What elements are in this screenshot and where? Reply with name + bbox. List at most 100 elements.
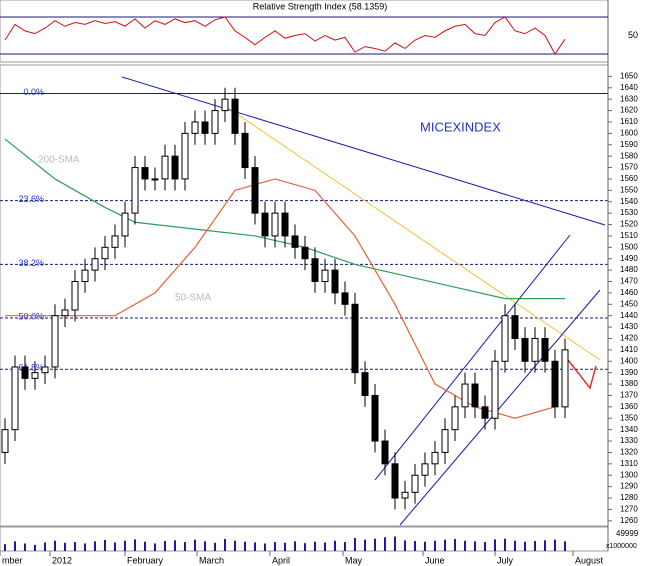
y-tick-label: 1500 bbox=[620, 242, 638, 251]
fib-label: 50.0% bbox=[18, 311, 44, 321]
candle-body bbox=[121, 212, 129, 237]
candle-body bbox=[561, 349, 569, 408]
fib-label: 61.8% bbox=[18, 363, 44, 373]
candle-body bbox=[321, 269, 329, 283]
candle-body bbox=[351, 303, 359, 374]
x-tick-label: mber bbox=[2, 555, 23, 565]
y-tick-label: 1460 bbox=[620, 288, 638, 297]
y-tick-label: 1350 bbox=[620, 413, 638, 422]
x-tick-label: April bbox=[272, 555, 290, 565]
y-tick-label: 1600 bbox=[620, 128, 638, 137]
rsi-line bbox=[4, 16, 566, 55]
y-tick-label: 1290 bbox=[620, 482, 638, 491]
y-tick-label: 1420 bbox=[620, 334, 638, 343]
candle-body bbox=[511, 315, 519, 339]
candle-body bbox=[431, 451, 439, 465]
candle-body bbox=[481, 406, 489, 419]
channel-line bbox=[374, 234, 571, 481]
candle-body bbox=[391, 463, 399, 499]
chart-title: MICEXINDEX bbox=[420, 119, 501, 134]
candle-body bbox=[11, 366, 19, 431]
x-tick-label: June bbox=[425, 555, 445, 565]
candle-body bbox=[161, 155, 169, 180]
y-tick-label: 1550 bbox=[620, 185, 638, 194]
candle-body bbox=[191, 121, 199, 134]
candle-body bbox=[221, 98, 229, 112]
y-tick-label: 1540 bbox=[620, 197, 638, 206]
y-tick-label: 1280 bbox=[620, 493, 638, 502]
y-tick-label: 1360 bbox=[620, 402, 638, 411]
y-tick-label: 1530 bbox=[620, 208, 638, 217]
candle-body bbox=[51, 315, 59, 368]
y-tick-label: 1620 bbox=[620, 106, 638, 115]
y-tick-label: 1390 bbox=[620, 368, 638, 377]
candle-body bbox=[531, 337, 539, 362]
candle-body bbox=[551, 360, 559, 408]
candle-body bbox=[421, 463, 429, 476]
y-tick-label: 1590 bbox=[620, 140, 638, 149]
price-panel bbox=[0, 64, 609, 527]
candle-body bbox=[241, 132, 249, 169]
series-label: 50-SMA bbox=[175, 293, 211, 304]
candle-body bbox=[211, 110, 219, 134]
candle-body bbox=[401, 491, 409, 499]
y-tick-label: 1570 bbox=[620, 163, 638, 172]
y-tick-label: 1520 bbox=[620, 220, 638, 229]
projection-arrow bbox=[567, 359, 597, 390]
candle-body bbox=[261, 212, 269, 237]
y-tick-label: 1470 bbox=[620, 277, 638, 286]
candle-body bbox=[141, 167, 149, 180]
candle-body bbox=[471, 383, 479, 408]
candle-body bbox=[101, 246, 109, 260]
candle-body bbox=[71, 281, 79, 311]
y-tick-label: 1370 bbox=[620, 391, 638, 400]
candle-body bbox=[21, 366, 29, 379]
candle-body bbox=[371, 394, 379, 442]
y-tick-label: 1270 bbox=[620, 505, 638, 514]
y-tick-label: 1330 bbox=[620, 436, 638, 445]
y-tick-label: 1450 bbox=[620, 299, 638, 308]
candle-body bbox=[451, 406, 459, 431]
candle-body bbox=[311, 258, 319, 283]
fib-label: 38.2% bbox=[18, 258, 44, 268]
candle-body bbox=[381, 440, 389, 465]
x-tick-label: August bbox=[575, 555, 604, 565]
y-tick-label: 1630 bbox=[620, 94, 638, 103]
series-label: 200-SMA bbox=[38, 155, 80, 166]
candle-body bbox=[61, 309, 69, 317]
candle-body bbox=[271, 212, 279, 237]
candle-body bbox=[301, 246, 309, 260]
x-tick-label: May bbox=[345, 555, 363, 565]
y-tick-label: 1340 bbox=[620, 425, 638, 434]
y-tick-label: 1490 bbox=[620, 254, 638, 263]
y-tick-label: 1260 bbox=[620, 516, 638, 525]
y-tick-label: 1480 bbox=[620, 265, 638, 274]
y-tick-label: 1410 bbox=[620, 345, 638, 354]
y-tick-label: 1400 bbox=[620, 356, 638, 365]
candle-body bbox=[91, 258, 99, 271]
candle-body bbox=[361, 372, 369, 396]
fib-label: 23.6% bbox=[18, 194, 44, 204]
candle-body bbox=[41, 366, 49, 374]
y-tick-label: 1640 bbox=[620, 83, 638, 92]
rsi-title: Relative Strength Index (58.1359) bbox=[253, 1, 388, 11]
candle-body bbox=[281, 212, 289, 237]
candle-body bbox=[491, 360, 499, 419]
candle-body bbox=[251, 167, 259, 214]
y-tick-label: 1610 bbox=[620, 117, 638, 126]
candle-body bbox=[31, 372, 39, 379]
candle-body bbox=[201, 121, 209, 134]
x-tick-label: February bbox=[127, 555, 164, 565]
y-tick-label: 1320 bbox=[620, 448, 638, 457]
y-tick-label: 1580 bbox=[620, 151, 638, 160]
volume-tick-label: 49999 bbox=[616, 529, 639, 538]
y-tick-label: 1560 bbox=[620, 174, 638, 183]
trend-line bbox=[227, 107, 601, 361]
candle-body bbox=[501, 315, 509, 362]
candle-body bbox=[131, 167, 139, 214]
y-tick-label: 1310 bbox=[620, 459, 638, 468]
fib-label: 0.0% bbox=[23, 87, 44, 97]
y-tick-label: 1380 bbox=[620, 379, 638, 388]
trend-line bbox=[121, 76, 606, 226]
